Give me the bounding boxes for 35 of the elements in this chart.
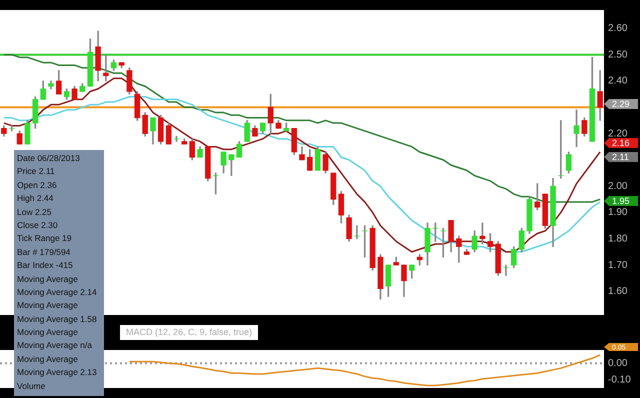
y-tick-label: 1.70 bbox=[608, 260, 628, 271]
y-tick-label: 2.20 bbox=[608, 128, 628, 140]
candlestick bbox=[574, 110, 580, 148]
y-tick-label: 1.60 bbox=[608, 286, 628, 298]
annotation: Moving Average bbox=[17, 299, 79, 312]
annotation: Moving Average 2.13 bbox=[17, 366, 98, 380]
text: 2.16 bbox=[612, 138, 630, 148]
annotation: Volume bbox=[17, 380, 46, 393]
y-tick-label: 2.60 bbox=[608, 23, 628, 34]
y-tick-label: -0.10 bbox=[608, 374, 632, 386]
annotation: Moving Average 1.58 bbox=[17, 312, 98, 326]
annotation: High 2.44 bbox=[17, 192, 54, 206]
annotation: Tick Range 19 bbox=[17, 232, 72, 246]
annotation: Bar Index -415 bbox=[17, 259, 74, 272]
y-tick-label: 0.00 bbox=[608, 358, 628, 369]
annotation: Moving Average 2.14 bbox=[17, 286, 98, 299]
y-tick-label: 1.80 bbox=[608, 234, 628, 244]
y-tick-label: 2.50 bbox=[608, 49, 628, 60]
annotation: Open 2.36 bbox=[17, 178, 58, 192]
annotation: Date 06/28/2013 bbox=[17, 152, 81, 165]
y-tick-label: 2.00 bbox=[608, 180, 628, 192]
y-tick-label: 2.40 bbox=[608, 76, 628, 87]
annotation: Price 2.11 bbox=[17, 165, 56, 178]
annotation: Low 2.25 bbox=[17, 206, 52, 219]
text: Moving Average bbox=[17, 326, 79, 340]
annotation: Bar # 179/594 bbox=[17, 246, 72, 259]
chart-title: MACD (12, 26, C, 9, false, true) bbox=[120, 325, 258, 340]
text: 1.95 bbox=[612, 196, 630, 206]
annotation: Moving Average bbox=[17, 352, 79, 366]
annotation: Moving Average n/a bbox=[17, 339, 93, 352]
y-tick-label: 1.90 bbox=[608, 207, 628, 218]
text: 2.11 bbox=[612, 152, 629, 162]
annotation: Moving Average bbox=[17, 272, 79, 286]
annotation: Close 2.30 bbox=[17, 218, 59, 232]
text: 2.29 bbox=[612, 98, 630, 109]
